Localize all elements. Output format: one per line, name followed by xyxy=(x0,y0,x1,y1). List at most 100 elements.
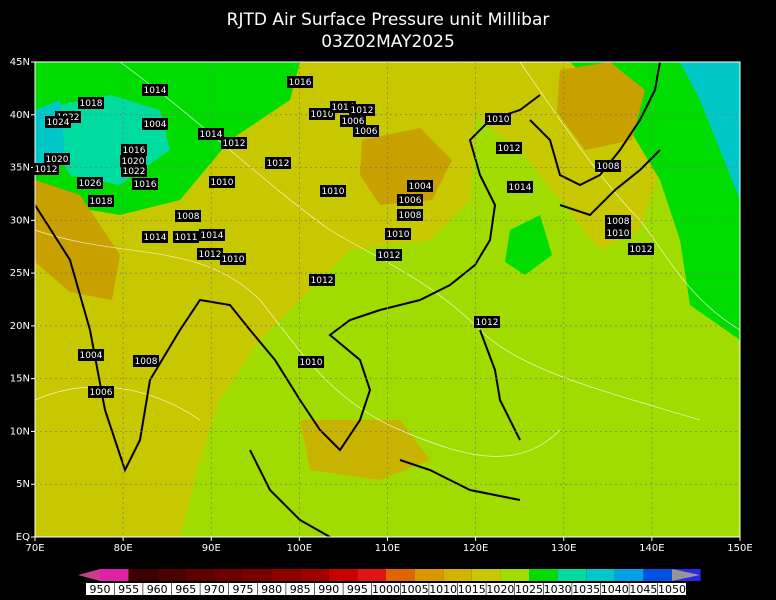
isobar-label: 1012 xyxy=(267,159,290,169)
fill-1000 xyxy=(557,62,645,150)
colorbar-label: 1050 xyxy=(658,583,686,596)
isobar-label: 1006 xyxy=(90,388,113,398)
isobar-label-bg xyxy=(78,97,104,109)
x-tick-label: 150E xyxy=(727,543,752,554)
isobar-label: 1026 xyxy=(79,179,102,189)
isobar-label: 1020 xyxy=(122,157,145,167)
colorbar-label: 1040 xyxy=(601,583,629,596)
isobar-label-bg xyxy=(121,144,147,156)
isobar-label-bg xyxy=(33,163,59,175)
colorbar-label-bg xyxy=(629,583,658,595)
x-tick-label: 120E xyxy=(463,543,488,554)
colorbar-label: 980 xyxy=(261,583,282,596)
y-tick-label: 45N xyxy=(10,57,30,68)
isobar-label: 1022 xyxy=(123,167,146,177)
y-tick-label: EQ xyxy=(16,532,30,543)
graticule xyxy=(35,62,740,537)
title: RJTD Air Surface Pressure unit Millibar xyxy=(227,10,550,30)
y-tick-label: 20N xyxy=(10,321,30,332)
isobar-label: 1006 xyxy=(399,196,422,206)
colorbar-box xyxy=(100,569,129,581)
colorbar-label: 1005 xyxy=(401,583,429,596)
colorbar-label: 975 xyxy=(233,583,254,596)
y-tick-label: 40N xyxy=(10,110,30,121)
colorbar-box xyxy=(414,569,444,581)
colorbar-label-bg xyxy=(543,583,572,595)
colorbar-label: 960 xyxy=(147,583,168,596)
isobar-label-bg xyxy=(320,185,346,197)
isobar-label: 1014 xyxy=(509,183,532,193)
isobar-label-bg xyxy=(133,355,159,367)
isobar-label: 1006 xyxy=(355,127,378,137)
y-tick-label: 25N xyxy=(10,268,30,279)
colorbar-box xyxy=(471,569,501,581)
isobar-label: 1012 xyxy=(351,106,374,116)
colorbar-label-bg xyxy=(600,583,629,595)
colorbar-box xyxy=(271,569,301,581)
isobar-label-bg xyxy=(175,210,201,222)
isobar-label: 1010 xyxy=(387,230,410,240)
colorbar-label-bg xyxy=(114,583,143,595)
fill-1005 xyxy=(300,420,430,480)
fill-1015 xyxy=(505,215,552,275)
isobar-label-bg xyxy=(142,118,168,130)
colorbar-label: 990 xyxy=(318,583,339,596)
colorbar-box xyxy=(443,569,472,581)
isobar-label-bg xyxy=(88,195,114,207)
isobar-label: 1010 xyxy=(607,229,630,239)
isobar-label: 1010 xyxy=(300,358,323,368)
fill-1025 xyxy=(680,62,740,200)
y-tick-label: 35N xyxy=(10,163,30,174)
colorbar-label-bg xyxy=(400,583,429,595)
isobar-label-bg xyxy=(209,176,235,188)
colorbar-box xyxy=(386,569,415,581)
isobar-label: 1018 xyxy=(80,99,103,109)
colorbar-label-bg xyxy=(572,583,601,595)
isobar-label-bg xyxy=(376,249,402,261)
colorbar-box xyxy=(529,569,558,581)
isobar-label: 1012 xyxy=(311,276,334,286)
y-tick-label: 30N xyxy=(10,215,30,226)
isobar-label: 1012 xyxy=(199,250,222,260)
isobar-label-bg xyxy=(349,104,375,116)
isobar-label: 1012 xyxy=(476,318,499,328)
colorbar-box xyxy=(643,569,672,581)
isobar-label: 1014 xyxy=(144,233,167,243)
isobar-label-bg xyxy=(496,142,522,154)
x-tick-label: 80E xyxy=(114,543,133,554)
x-tick-label: 70E xyxy=(25,543,44,554)
isobar-label-bg xyxy=(265,157,291,169)
colorbar-label: 1045 xyxy=(629,583,657,596)
isobar-label: 1014 xyxy=(144,86,167,96)
x-tick-label: 130E xyxy=(551,543,576,554)
colorbar-label-bg xyxy=(486,583,515,595)
isobar-label-bg xyxy=(220,253,246,265)
isobar-label: 1020 xyxy=(46,155,69,165)
coastlines xyxy=(34,61,661,538)
isobar-label-bg xyxy=(287,76,313,88)
colorbar-label: 955 xyxy=(118,583,139,596)
isobar-label: 1004 xyxy=(80,351,103,361)
isobar-label: 1012 xyxy=(630,245,653,255)
colorbar-label-bg xyxy=(200,583,229,595)
isobar-label-bg xyxy=(485,113,511,125)
isobar-label-bg xyxy=(121,165,147,177)
isobar-label: 1008 xyxy=(135,357,158,367)
isobar-label: 1014 xyxy=(332,103,355,113)
subtitle: 03Z02MAY2025 xyxy=(321,32,455,52)
colorbar-label-bg xyxy=(343,583,372,595)
colorbar-label-bg xyxy=(515,583,543,595)
isobar-label: 1010 xyxy=(222,255,245,265)
colorbar-label-bg xyxy=(429,583,458,595)
colorbar-label-bg xyxy=(229,583,257,595)
isobar-label: 1010 xyxy=(487,115,510,125)
isobar-label: 1006 xyxy=(342,117,365,127)
colorbar-label-bg xyxy=(658,583,686,595)
isobar-label: 1010 xyxy=(322,187,345,197)
isobar-label-bg xyxy=(595,160,621,172)
colorbar-box xyxy=(586,569,615,581)
colorbar-label: 1030 xyxy=(544,583,572,596)
isobar-label: 1004 xyxy=(409,182,432,192)
colorbar-box xyxy=(157,569,186,581)
isobar-label: 1014 xyxy=(201,231,224,241)
